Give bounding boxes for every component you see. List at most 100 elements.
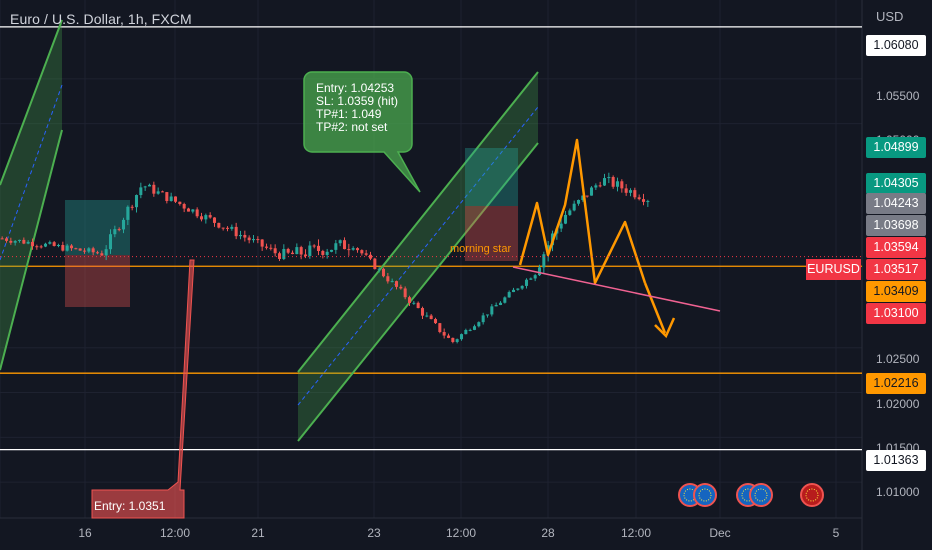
candle-body	[338, 240, 342, 244]
candle-body	[108, 234, 113, 250]
candle-body	[594, 185, 598, 188]
candle-body	[524, 279, 529, 286]
candle-body	[615, 181, 620, 187]
candle-body	[152, 184, 156, 194]
candle-body	[204, 215, 208, 220]
candle-body	[511, 289, 516, 293]
price-label: 1.03698	[866, 215, 926, 236]
profit-zone	[465, 148, 518, 206]
candle-body	[238, 234, 243, 237]
x-tick: 12:00	[445, 526, 477, 540]
x-tick: 23	[367, 526, 381, 540]
candle-body	[69, 245, 74, 249]
candle-body	[4, 238, 9, 241]
entry-note-line: Entry: 1.04253	[316, 81, 395, 95]
candle-body	[269, 247, 273, 249]
candle-body	[347, 249, 351, 251]
pattern-arrowhead	[654, 317, 676, 339]
trendline	[512, 266, 721, 312]
pattern-arrow	[643, 282, 667, 334]
candle-body	[312, 245, 316, 247]
candle-body	[165, 192, 169, 201]
candle-body	[35, 246, 39, 248]
event-icons	[678, 483, 824, 507]
candle-body	[485, 314, 490, 316]
candle-body	[247, 237, 251, 241]
candle-body	[134, 195, 139, 208]
entry-callout	[303, 71, 421, 193]
candle-body	[494, 305, 498, 307]
candle-body	[464, 329, 468, 335]
candle-body	[403, 288, 407, 298]
candle-body	[420, 308, 425, 316]
candle-body	[377, 268, 381, 270]
candle-body	[221, 227, 225, 229]
candle-body	[438, 323, 442, 333]
candle-body	[351, 248, 355, 250]
profit-zone	[65, 200, 130, 255]
price-label: 1.04243	[866, 193, 926, 214]
candle-body	[537, 267, 542, 276]
candle-body	[442, 332, 446, 336]
candle-body	[9, 240, 13, 243]
candle-body	[87, 248, 91, 252]
price-label: 1.04899	[866, 137, 926, 158]
candle-body	[624, 188, 628, 193]
x-tick: 5	[832, 526, 840, 540]
candle-body	[17, 239, 22, 242]
candle-body	[191, 209, 195, 212]
candle-body	[225, 227, 230, 229]
candle-body	[74, 248, 78, 250]
candle-body	[355, 248, 360, 251]
candle-body	[299, 247, 303, 255]
candle-body	[65, 245, 69, 251]
candle-body	[364, 253, 368, 255]
candle-body	[173, 196, 178, 202]
candle-body	[507, 292, 511, 298]
price-label: 1.03517	[866, 259, 926, 280]
candle-body	[48, 242, 52, 244]
candle-body	[459, 334, 464, 340]
candle-body	[22, 239, 26, 244]
candle-body	[342, 240, 347, 250]
price-label: 1.03100	[866, 303, 926, 324]
candle-body	[542, 254, 546, 268]
candle-body	[637, 197, 641, 200]
y-tick: 1.05500	[876, 89, 920, 103]
event-flag-icon	[698, 488, 712, 502]
candle-body	[160, 191, 165, 193]
candle-body	[303, 254, 308, 256]
candle-body	[585, 195, 589, 197]
y-tick: 1.02500	[876, 352, 920, 366]
candle-body	[182, 204, 186, 209]
candle-body	[641, 199, 646, 202]
candle-body	[581, 195, 585, 200]
candle-body	[147, 184, 152, 187]
candle-body	[633, 190, 637, 198]
candle-body	[295, 247, 299, 255]
candle-body	[446, 335, 451, 338]
candle-body	[546, 245, 550, 255]
candle-body	[264, 246, 269, 248]
candle-body	[208, 215, 212, 218]
candle-body	[56, 245, 61, 247]
price-label: 1.01363	[866, 450, 926, 471]
candle-body	[646, 201, 650, 203]
event-flag-icon	[693, 483, 717, 507]
candle-body	[256, 239, 260, 241]
candle-body	[316, 245, 321, 251]
candle-body	[381, 268, 386, 277]
candle-body	[412, 302, 416, 304]
candle-body	[373, 258, 377, 270]
candle-body	[576, 199, 581, 204]
entry-note-2: Entry: 1.0351	[94, 499, 166, 513]
candle-body	[100, 253, 104, 256]
price-label: 1.03594	[866, 237, 926, 258]
event-flag-icon	[754, 488, 768, 502]
x-tick: 12:00	[159, 526, 191, 540]
candle-body	[598, 185, 602, 187]
candle-body	[498, 302, 503, 306]
candle-body	[572, 203, 576, 211]
